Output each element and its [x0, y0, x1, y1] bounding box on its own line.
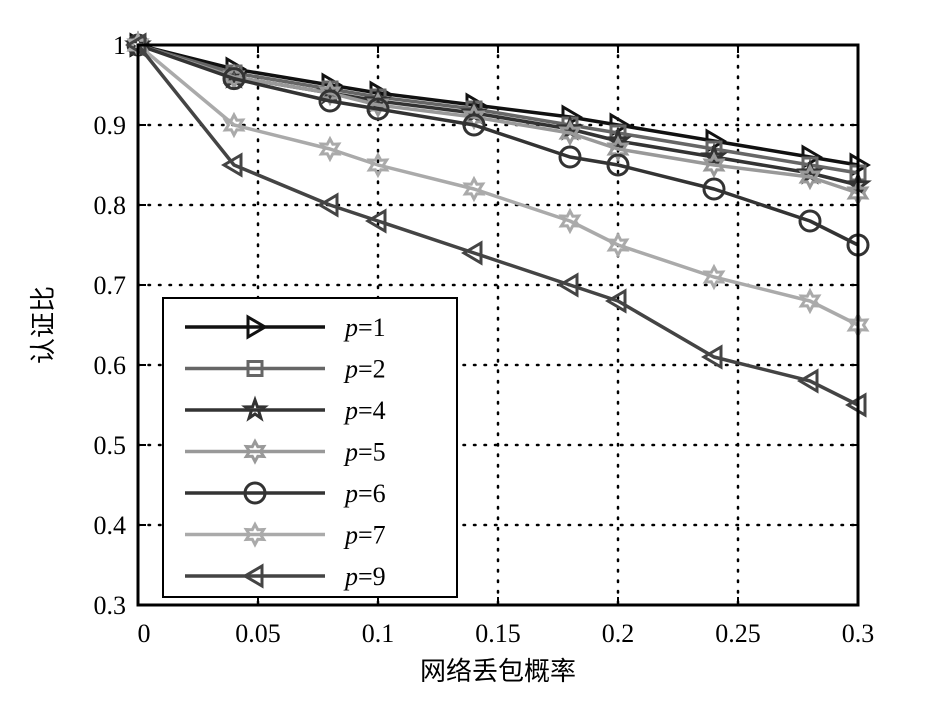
triangle-left-marker: [701, 344, 723, 370]
x-tick-label: 0.1: [362, 619, 395, 648]
series-line: [137, 43, 859, 195]
hexagram-marker: [222, 111, 246, 139]
y-tick-label: 0.3: [94, 591, 127, 620]
triangle-left-marker: [317, 192, 339, 218]
legend: p=1p=2p=4p=5p=6p=7p=9: [162, 297, 458, 598]
legend-value: =2: [358, 355, 386, 384]
y-tick-label: 0.8: [94, 191, 127, 220]
y-tick-label: 0.4: [94, 511, 127, 540]
legend-value: =5: [358, 438, 386, 467]
legend-entry: p=6: [185, 479, 386, 508]
triangle-left-marker: [605, 288, 627, 314]
y-tick-label: 1: [113, 31, 126, 60]
legend-entry: p=1: [185, 313, 386, 342]
hexagram-marker: [243, 521, 267, 548]
triangle-left-marker: [365, 208, 387, 234]
legend-entry: p=7: [185, 521, 386, 550]
legend-value: =9: [358, 562, 386, 591]
series-line: [137, 43, 859, 175]
legend-variable: p: [343, 355, 358, 384]
legend-variable: p: [343, 479, 358, 508]
legend-label: p=5: [343, 438, 386, 467]
legend-label: p=7: [343, 521, 386, 550]
x-axis-label: 网络丢包概率: [420, 657, 576, 687]
circle-marker: [318, 89, 342, 113]
y-tick-label: 0.9: [94, 111, 127, 140]
legend-variable: p: [343, 438, 358, 467]
legend-variable: p: [343, 562, 358, 591]
hexagram-marker: [462, 175, 486, 203]
circle-marker: [558, 145, 582, 169]
triangle-left-marker: [242, 563, 264, 589]
legend-variable: p: [343, 521, 358, 550]
legend-label: p=6: [343, 479, 386, 508]
hexagram-marker: [366, 151, 390, 179]
y-axis-label: 认证比: [29, 286, 59, 364]
circle-marker: [702, 177, 726, 201]
circle-marker: [798, 209, 822, 233]
plot-frame: [136, 43, 860, 607]
series-p7: [126, 31, 870, 339]
pentagram-marker: [604, 126, 632, 153]
hexagram-marker: [606, 231, 630, 259]
circle-marker: [606, 153, 630, 177]
triangle-left-marker: [221, 152, 243, 178]
legend-value: =7: [358, 521, 386, 550]
triangle-left-marker: [797, 368, 819, 394]
x-tick-label: 0.25: [715, 619, 761, 648]
hexagram-marker: [366, 91, 390, 119]
x-tick-label: 0.3: [842, 619, 875, 648]
legend-entry: p=9: [185, 562, 386, 591]
series-line: [137, 43, 859, 167]
legend-value: =4: [358, 396, 386, 425]
legend-entry: p=4: [185, 395, 386, 425]
legend-variable: p: [343, 396, 358, 425]
pentagram-marker: [700, 142, 728, 169]
hexagram-marker: [702, 263, 726, 291]
legend-variable: p: [343, 313, 358, 342]
hexagram-marker: [243, 438, 267, 465]
legend-label: p=1: [343, 313, 386, 342]
legend-label: p=9: [343, 562, 386, 591]
circle-marker: [243, 481, 267, 505]
circle-marker: [462, 113, 486, 137]
triangle-left-marker: [461, 240, 483, 266]
series-line: [137, 43, 859, 247]
hexagram-marker: [702, 151, 726, 179]
triangle-left-marker: [557, 272, 579, 298]
x-tick-label: 0: [138, 619, 151, 648]
y-tick-label: 0.7: [94, 271, 127, 300]
tick-labels: 0 0.05 0.1 0.15 0.2 0.25 0.3 0.3 0.4 0.5 0.6 0.7 0.8…: [94, 31, 875, 648]
circle-marker: [366, 97, 390, 121]
hexagram-marker: [798, 163, 822, 191]
legend-entry: p=5: [185, 438, 386, 467]
legend-value: =6: [358, 479, 386, 508]
hexagram-marker: [462, 103, 486, 131]
series-line: [136, 43, 859, 327]
series-group: [124, 30, 872, 418]
hexagram-marker: [606, 135, 630, 163]
legend-box: [162, 297, 458, 598]
y-tick-label: 0.6: [94, 351, 127, 380]
hexagram-marker: [318, 79, 342, 107]
x-tick-label: 0.2: [602, 619, 635, 648]
legend-value: =1: [358, 313, 386, 342]
x-tick-label: 0.15: [475, 619, 521, 648]
hexagram-marker: [558, 207, 582, 235]
x-tick-label: 0.05: [235, 619, 281, 648]
y-tick-label: 0.5: [94, 431, 127, 460]
hexagram-marker: [318, 135, 342, 163]
series-line: [136, 43, 859, 407]
legend-label: p=4: [343, 396, 386, 425]
legend-label: p=2: [343, 355, 386, 384]
circle-marker: [222, 67, 246, 91]
square-marker: [246, 360, 264, 377]
hexagram-marker: [798, 287, 822, 315]
triangle-right-marker: [246, 314, 268, 340]
pentagram-marker: [241, 395, 269, 422]
hexagram-marker: [558, 119, 582, 147]
legend-entry: p=2: [185, 355, 386, 384]
